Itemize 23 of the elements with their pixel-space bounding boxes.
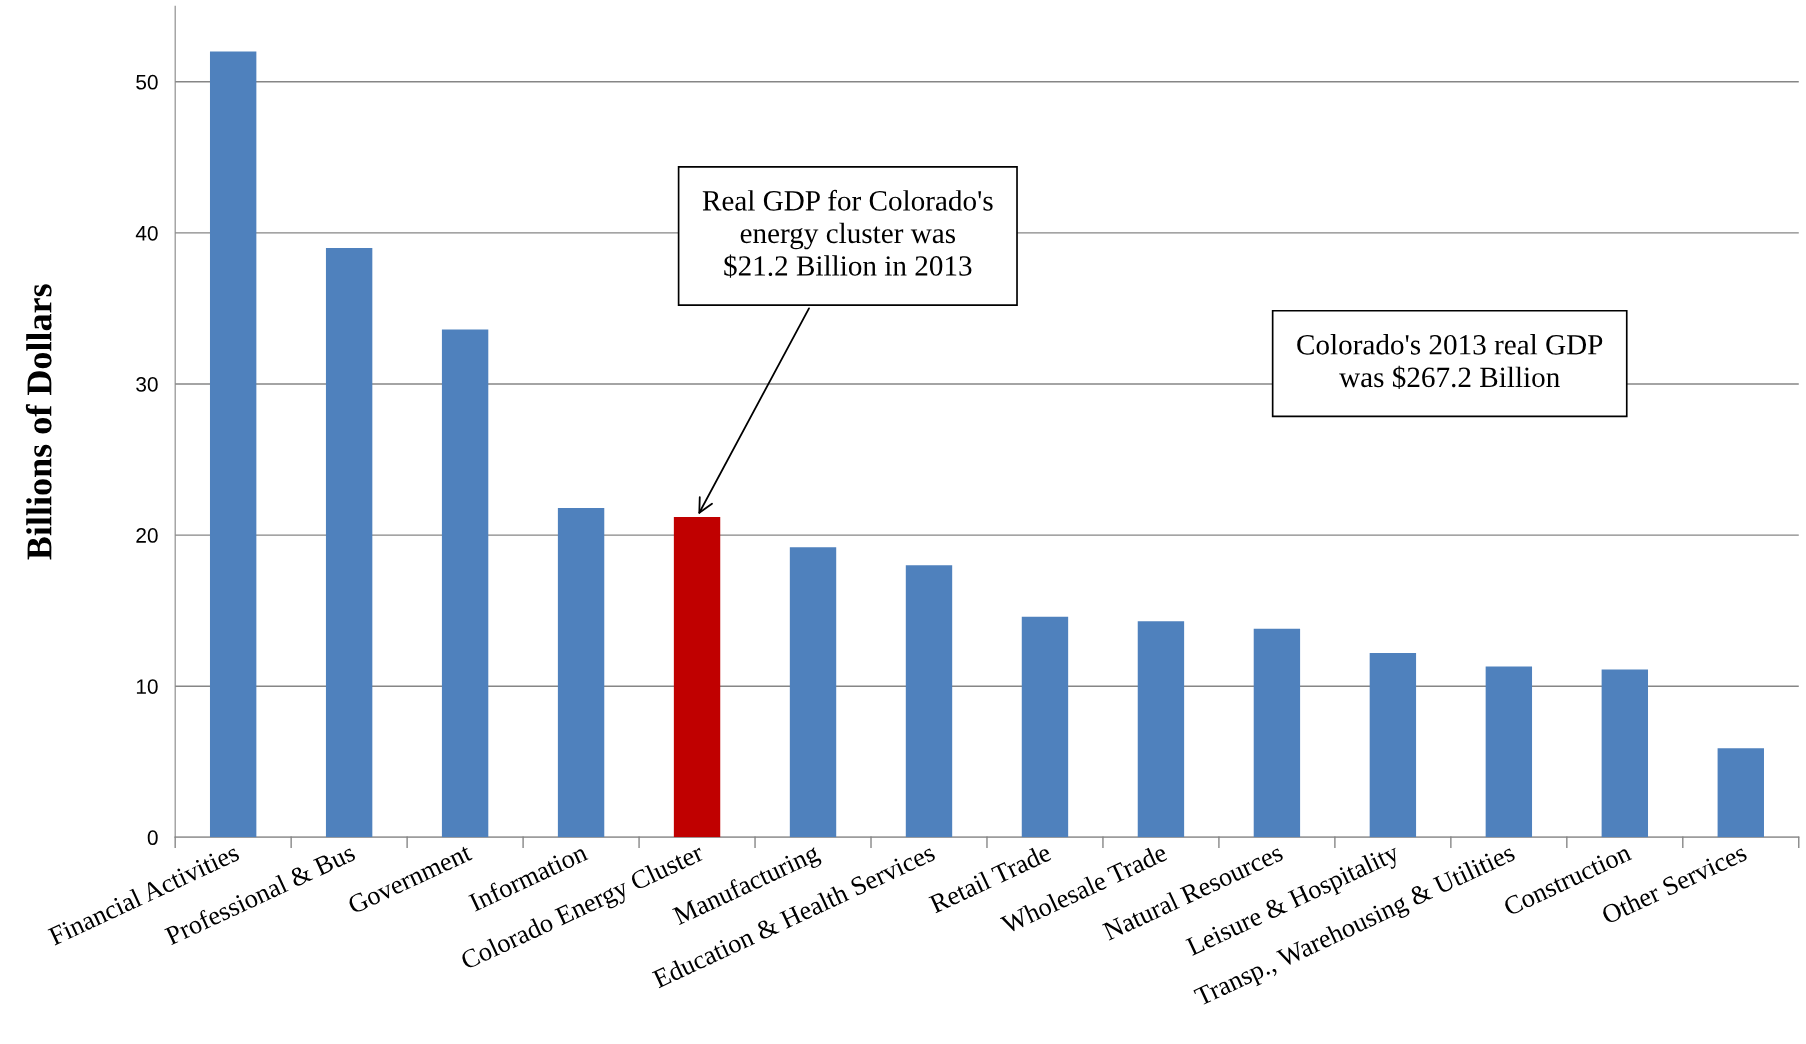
bar: [1253, 628, 1301, 838]
bar: [905, 565, 953, 838]
y-tick-label: 20: [136, 528, 158, 543]
bar: [325, 248, 373, 838]
annotation: Colorado's 2013 real GDP was $267.2 Billion: [1297, 334, 1603, 390]
bar: [1717, 748, 1764, 838]
bar: [1021, 616, 1069, 838]
y-tick-label: 30: [136, 377, 158, 392]
bar: [209, 51, 257, 838]
bar: [673, 516, 721, 838]
y-tick-label: 10: [136, 679, 158, 694]
bar: [1601, 669, 1649, 838]
bar: [557, 507, 605, 838]
y-axis-title: Billions of Dollars: [25, 284, 52, 560]
bar: [1137, 621, 1185, 838]
y-tick-label: 50: [136, 74, 158, 90]
bar: [789, 547, 837, 838]
y-tick-label: 40: [135, 225, 158, 241]
annotation: Real GDP for Colorado's energy cluster was $21.2 Billion in 2013: [702, 189, 993, 278]
y-tick-label: 0: [147, 830, 158, 846]
bar: [441, 329, 489, 838]
bar: [1369, 652, 1417, 838]
bar: [1485, 666, 1533, 838]
